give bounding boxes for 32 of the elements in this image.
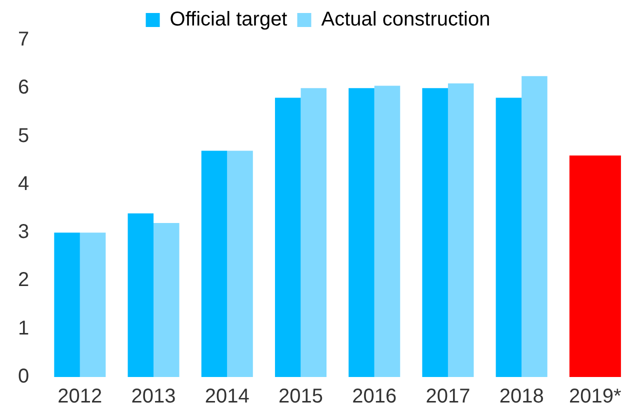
- x-tick-label: 2012: [58, 386, 102, 408]
- y-tick-label: 0: [18, 366, 30, 388]
- x-tick-label: 2018: [499, 386, 544, 408]
- bar: [54, 232, 80, 377]
- x-tick-label: 2013: [131, 386, 176, 408]
- bar: [274, 98, 301, 377]
- x-tick-label: 2016: [352, 386, 397, 408]
- bar: [348, 88, 374, 377]
- bar: [128, 213, 154, 377]
- bar: [154, 222, 180, 377]
- bar: [522, 76, 548, 377]
- bar: [374, 86, 400, 377]
- y-tick-label: 3: [18, 221, 30, 244]
- bar: [496, 98, 522, 377]
- y-tick-label: 1: [18, 317, 30, 340]
- bar: [201, 150, 228, 377]
- bar: [300, 88, 327, 377]
- x-tick-label: 2019*: [569, 386, 622, 408]
- y-tick-label: 6: [18, 76, 30, 99]
- bar: [80, 232, 106, 377]
- bar: [448, 83, 474, 377]
- y-tick-label: 7: [18, 28, 30, 51]
- bar: [227, 150, 253, 377]
- x-tick-label: 2017: [426, 386, 470, 408]
- y-tick-label: 2: [18, 269, 30, 292]
- x-tick-label: 2014: [204, 386, 250, 408]
- y-tick-label: 4: [18, 172, 30, 195]
- bar: [422, 88, 448, 377]
- y-tick-label: 5: [18, 124, 30, 147]
- x-tick-label: 2015: [278, 386, 324, 408]
- legend-label: Official target: [170, 8, 288, 31]
- legend-label: Actual construction: [321, 8, 490, 31]
